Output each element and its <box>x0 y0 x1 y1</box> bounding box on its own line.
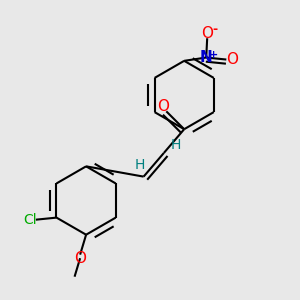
Text: N: N <box>200 50 213 65</box>
Text: -: - <box>212 23 217 36</box>
Text: O: O <box>226 52 238 67</box>
Text: H: H <box>171 138 181 152</box>
Text: H: H <box>135 158 145 172</box>
Text: O: O <box>74 251 86 266</box>
Text: Cl: Cl <box>24 213 37 227</box>
Text: O: O <box>201 26 213 41</box>
Text: +: + <box>209 50 218 60</box>
Text: O: O <box>157 99 169 114</box>
